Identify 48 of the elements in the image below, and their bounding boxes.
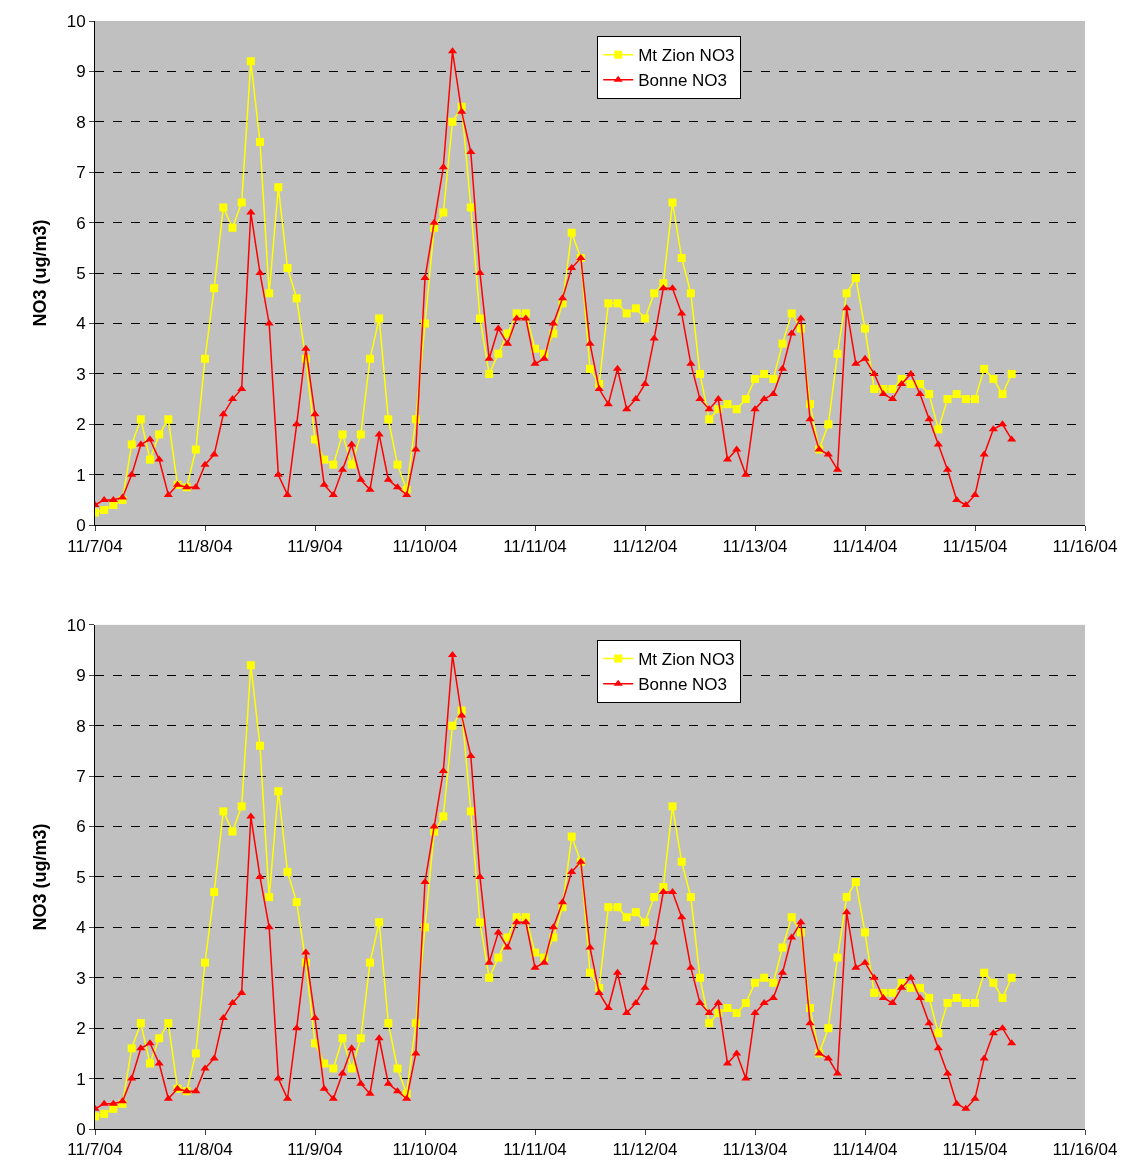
x-tick-label: 11/9/04 [287,1140,343,1160]
y-axis-title: NO3 (ug/m3) [29,823,50,931]
x-tick-label: 11/15/04 [942,1140,1008,1160]
y-tick-label: 7 [76,163,86,183]
x-tick-label: 11/8/04 [177,1140,233,1160]
x-tick-label: 11/11/04 [503,1140,567,1160]
y-tick-label: 5 [76,867,86,887]
y-tick-label: 2 [76,1019,86,1039]
y-axis-title: NO3 (ug/m3) [29,219,50,327]
legend-label: Mt Zion NO3 [638,46,735,66]
y-tick-label: 10 [66,615,86,635]
y-tick-label: 0 [76,1119,86,1139]
x-tick-label: 11/13/04 [722,536,788,556]
x-tick-label: 11/14/04 [832,536,898,556]
y-tick-label: 8 [76,112,86,132]
y-tick-label: 6 [76,817,86,837]
legend-label: Bonne NO3 [638,71,728,91]
y-tick-label: 4 [76,314,86,334]
x-tick-label: 11/16/04 [1052,1140,1118,1160]
x-tick-label: 11/10/04 [392,1140,458,1160]
y-tick-label: 3 [76,968,86,988]
y-tick-label: 6 [76,213,86,233]
x-tick-label: 11/11/04 [503,536,567,556]
y-tick-label: 8 [76,716,86,736]
y-tick-label: 4 [76,918,86,938]
x-tick-label: 11/16/04 [1052,536,1118,556]
y-tick-label: 1 [76,1069,86,1089]
legend-label: Bonne NO3 [638,675,728,695]
y-tick-label: 7 [76,767,86,787]
x-tick-label: 11/7/04 [67,536,123,556]
x-tick-label: 11/10/04 [392,536,458,556]
y-tick-label: 10 [66,11,86,31]
x-tick-label: 11/12/04 [612,1140,678,1160]
y-tick-label: 1 [76,465,86,485]
y-tick-label: 9 [76,666,86,686]
y-tick-label: 2 [76,415,86,435]
x-tick-label: 11/9/04 [287,536,343,556]
x-tick-label: 11/12/04 [612,536,678,556]
x-tick-label: 11/7/04 [67,1140,123,1160]
x-tick-label: 11/14/04 [832,1140,898,1160]
x-tick-label: 11/13/04 [722,1140,788,1160]
y-tick-label: 5 [76,264,86,284]
legend-label: Mt Zion NO3 [638,650,735,670]
x-tick-label: 11/15/04 [942,536,1008,556]
y-tick-label: 3 [76,364,86,384]
y-tick-label: 0 [76,516,86,536]
y-tick-label: 9 [76,62,86,82]
x-tick-label: 11/8/04 [177,536,233,556]
